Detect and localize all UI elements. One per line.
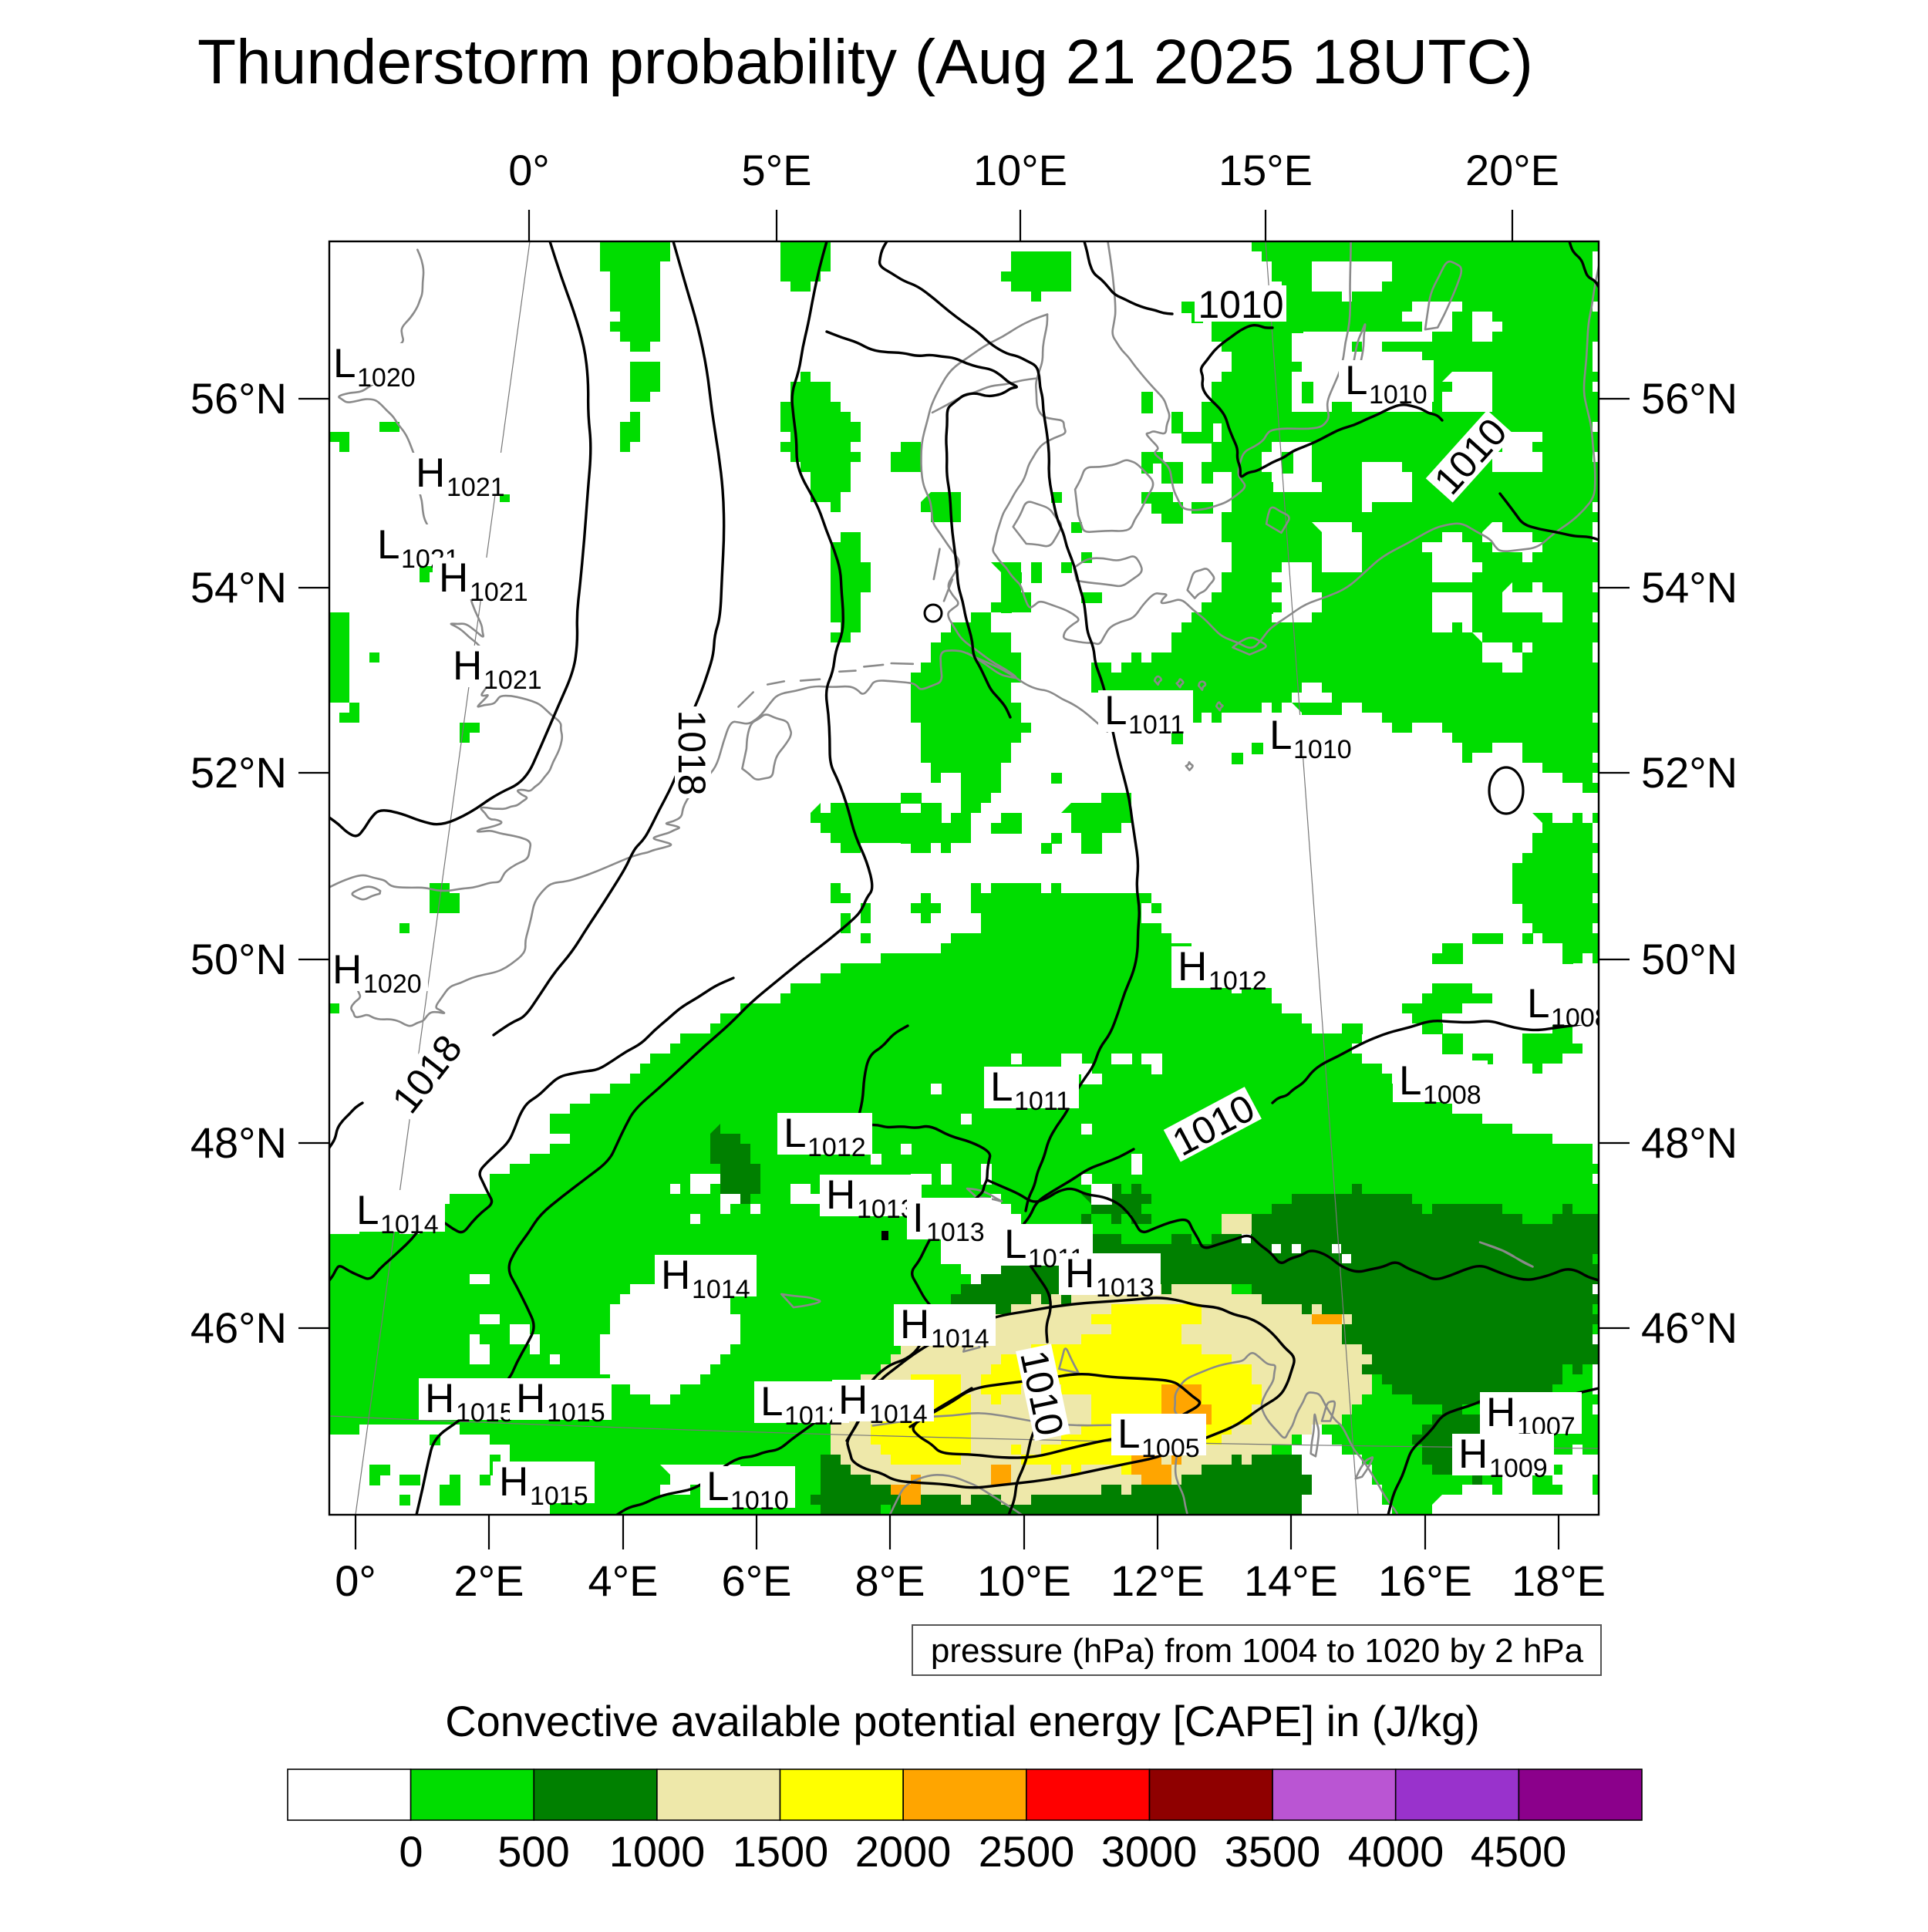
svg-text:14°E: 14°E bbox=[1244, 1556, 1338, 1605]
svg-text:L: L bbox=[760, 1379, 783, 1425]
svg-text:L: L bbox=[706, 1464, 729, 1509]
svg-text:1008: 1008 bbox=[1423, 1081, 1481, 1110]
svg-text:1014: 1014 bbox=[692, 1275, 750, 1304]
svg-text:1021: 1021 bbox=[447, 473, 505, 502]
svg-text:0°: 0° bbox=[335, 1556, 376, 1605]
svg-text:1010: 1010 bbox=[1293, 735, 1352, 764]
svg-text:L: L bbox=[1527, 981, 1549, 1027]
svg-text:3000: 3000 bbox=[1101, 1827, 1198, 1876]
svg-text:56°N: 56°N bbox=[190, 374, 287, 423]
svg-text:L: L bbox=[333, 341, 356, 386]
svg-text:18°E: 18°E bbox=[1512, 1556, 1606, 1605]
svg-text:1014: 1014 bbox=[380, 1210, 439, 1239]
svg-text:L: L bbox=[356, 1188, 379, 1233]
svg-text:H: H bbox=[1065, 1251, 1094, 1296]
svg-text:15°E: 15°E bbox=[1218, 146, 1313, 194]
svg-text:1013: 1013 bbox=[1096, 1273, 1154, 1303]
svg-text:L: L bbox=[377, 522, 399, 568]
svg-text:4000: 4000 bbox=[1348, 1827, 1444, 1876]
svg-text:10°E: 10°E bbox=[973, 146, 1067, 194]
svg-text:8°E: 8°E bbox=[855, 1556, 925, 1605]
svg-text:H: H bbox=[900, 1302, 929, 1347]
svg-text:H: H bbox=[826, 1172, 855, 1218]
svg-text:1018: 1018 bbox=[670, 710, 713, 795]
svg-text:46°N: 46°N bbox=[190, 1303, 287, 1352]
svg-text:H: H bbox=[453, 643, 482, 689]
svg-text:4500: 4500 bbox=[1471, 1827, 1567, 1876]
svg-text:1011: 1011 bbox=[1014, 1087, 1070, 1116]
svg-text:4°E: 4°E bbox=[588, 1556, 659, 1605]
svg-text:H: H bbox=[516, 1376, 545, 1421]
svg-text:54°N: 54°N bbox=[1641, 563, 1738, 612]
svg-text:L: L bbox=[990, 1064, 1013, 1110]
svg-text:H: H bbox=[416, 450, 445, 496]
svg-text:L: L bbox=[1117, 1411, 1140, 1457]
svg-text:1009: 1009 bbox=[1489, 1454, 1548, 1483]
svg-text:1015: 1015 bbox=[547, 1398, 605, 1428]
svg-text:Convective available potential: Convective available potential energy [C… bbox=[445, 1697, 1480, 1745]
svg-text:pressure (hPa) from 1004 to 10: pressure (hPa) from 1004 to 1020 by 2 hP… bbox=[931, 1632, 1584, 1670]
svg-text:L: L bbox=[1269, 713, 1292, 758]
svg-text:5°E: 5°E bbox=[742, 146, 812, 194]
svg-text:1010: 1010 bbox=[1369, 380, 1427, 410]
svg-text:1012: 1012 bbox=[1208, 966, 1267, 996]
svg-text:1014: 1014 bbox=[869, 1400, 928, 1429]
svg-text:1010: 1010 bbox=[1198, 283, 1283, 326]
svg-text:52°N: 52°N bbox=[1641, 748, 1738, 797]
svg-text:1015: 1015 bbox=[456, 1398, 514, 1428]
svg-text:1005: 1005 bbox=[1141, 1434, 1200, 1463]
svg-text:1013: 1013 bbox=[857, 1195, 915, 1224]
svg-text:H: H bbox=[439, 555, 468, 601]
svg-text:H: H bbox=[425, 1376, 454, 1421]
svg-text:1014: 1014 bbox=[931, 1324, 989, 1354]
svg-text:2000: 2000 bbox=[855, 1827, 952, 1876]
svg-text:50°N: 50°N bbox=[1641, 935, 1738, 983]
svg-text:L: L bbox=[1104, 688, 1127, 733]
svg-text:H: H bbox=[838, 1377, 868, 1423]
svg-text:0°: 0° bbox=[508, 146, 550, 194]
svg-text:50°N: 50°N bbox=[190, 935, 287, 983]
svg-text:1020: 1020 bbox=[363, 969, 422, 999]
svg-text:1020: 1020 bbox=[357, 363, 416, 393]
svg-text:12°E: 12°E bbox=[1111, 1556, 1205, 1605]
svg-text:1010: 1010 bbox=[730, 1486, 789, 1516]
svg-text:H: H bbox=[499, 1459, 528, 1505]
svg-text:54°N: 54°N bbox=[190, 563, 287, 612]
svg-text:500: 500 bbox=[497, 1827, 569, 1876]
svg-text:52°N: 52°N bbox=[190, 748, 287, 797]
svg-text:3500: 3500 bbox=[1225, 1827, 1321, 1876]
svg-text:L: L bbox=[1345, 358, 1367, 403]
svg-text:L: L bbox=[1004, 1222, 1026, 1267]
svg-text:1011: 1011 bbox=[1128, 710, 1185, 740]
svg-text:2500: 2500 bbox=[979, 1827, 1075, 1876]
svg-text:2°E: 2°E bbox=[454, 1556, 524, 1605]
svg-text:1021: 1021 bbox=[484, 666, 542, 695]
svg-text:H: H bbox=[332, 947, 362, 993]
svg-text:0: 0 bbox=[399, 1827, 423, 1876]
svg-text:I: I bbox=[912, 1195, 924, 1241]
svg-text:1500: 1500 bbox=[733, 1827, 829, 1876]
svg-text:H: H bbox=[1458, 1431, 1488, 1477]
svg-text:56°N: 56°N bbox=[1641, 374, 1738, 423]
svg-text:10°E: 10°E bbox=[977, 1556, 1071, 1605]
svg-text:1000: 1000 bbox=[609, 1827, 706, 1876]
svg-text:16°E: 16°E bbox=[1378, 1556, 1472, 1605]
svg-text:48°N: 48°N bbox=[190, 1118, 287, 1167]
svg-text:L: L bbox=[784, 1111, 806, 1156]
svg-text:H: H bbox=[1486, 1390, 1515, 1435]
svg-text:1013: 1013 bbox=[926, 1218, 985, 1247]
svg-text:L: L bbox=[1399, 1058, 1421, 1104]
svg-text:1015: 1015 bbox=[530, 1482, 588, 1511]
svg-text:6°E: 6°E bbox=[722, 1556, 792, 1605]
svg-text:1021: 1021 bbox=[470, 578, 528, 607]
svg-text:1012: 1012 bbox=[807, 1133, 866, 1162]
svg-text:H: H bbox=[661, 1253, 690, 1298]
svg-text:46°N: 46°N bbox=[1641, 1303, 1738, 1352]
svg-text:48°N: 48°N bbox=[1641, 1118, 1738, 1167]
svg-text:Thunderstorm probability (Aug: Thunderstorm probability (Aug 21 2025 18… bbox=[197, 27, 1533, 97]
svg-text:H: H bbox=[1178, 944, 1207, 990]
svg-text:1008: 1008 bbox=[1551, 1003, 1609, 1033]
svg-text:20°E: 20°E bbox=[1465, 146, 1559, 194]
